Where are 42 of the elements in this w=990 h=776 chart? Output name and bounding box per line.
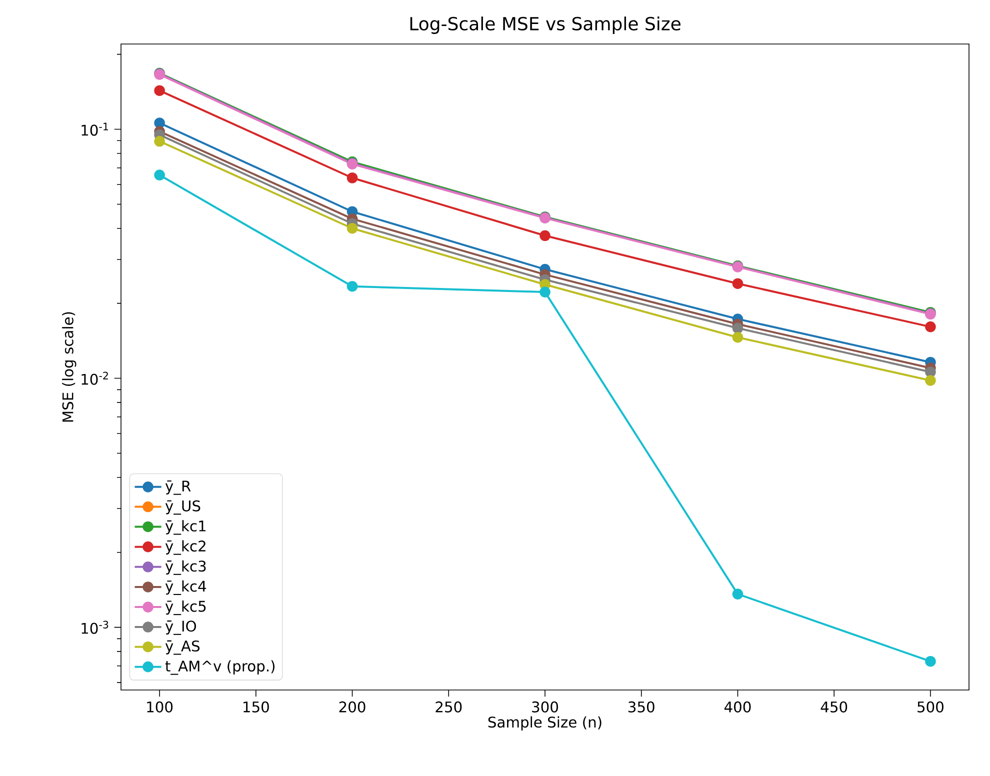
y-tick-label: 10$^{-2}$ [82,372,108,385]
legend-label: ȳ_kc5 [165,600,206,616]
point [732,332,744,343]
point [346,222,358,234]
legend-label: ȳ_R [165,480,191,495]
legend-label: ȳ_AS [165,640,200,655]
x-tick-label: 250 [436,701,462,712]
point [346,280,358,292]
x-tick-label: 450 [820,701,848,712]
point [154,118,165,128]
legend-label: ȳ_IO [165,620,196,635]
point [346,172,358,184]
point [925,375,936,386]
y-tick-label: 10$^{-1}$ [82,122,108,136]
legend-label: ȳ_kc2 [165,540,206,555]
point [154,136,165,147]
point [154,170,165,180]
point [732,588,744,600]
point [925,656,936,667]
point [732,278,744,290]
point [154,85,165,96]
point [925,366,936,378]
point [540,286,550,298]
point [925,321,936,332]
x-tick-label: 200 [339,701,366,712]
legend-label: t_AM^v (prop.) [165,660,275,675]
legend-label: ȳ_kc4 [165,580,206,595]
legend-label: ȳ_US [165,500,200,515]
x-tick-label: 500 [918,701,944,712]
point [540,230,550,242]
legend-label: ȳ_kc1 [165,520,206,535]
chart-title: Log-Scale MSE vs Sample Size [410,16,680,34]
legend-label: ȳ_kc3 [165,560,206,575]
x-tick-label: 100 [147,701,173,712]
x-axis-title: Sample Size (n) [488,716,602,730]
y-axis-title: MSE (log scale) [62,312,76,422]
x-tick-label: 150 [244,701,269,712]
point [732,322,744,334]
x-tick-label: 400 [724,701,751,712]
y-tick-label: 10$^{-3}$ [82,620,108,634]
x-tick-label: 300 [532,701,558,712]
x-tick-label: 350 [628,701,654,712]
